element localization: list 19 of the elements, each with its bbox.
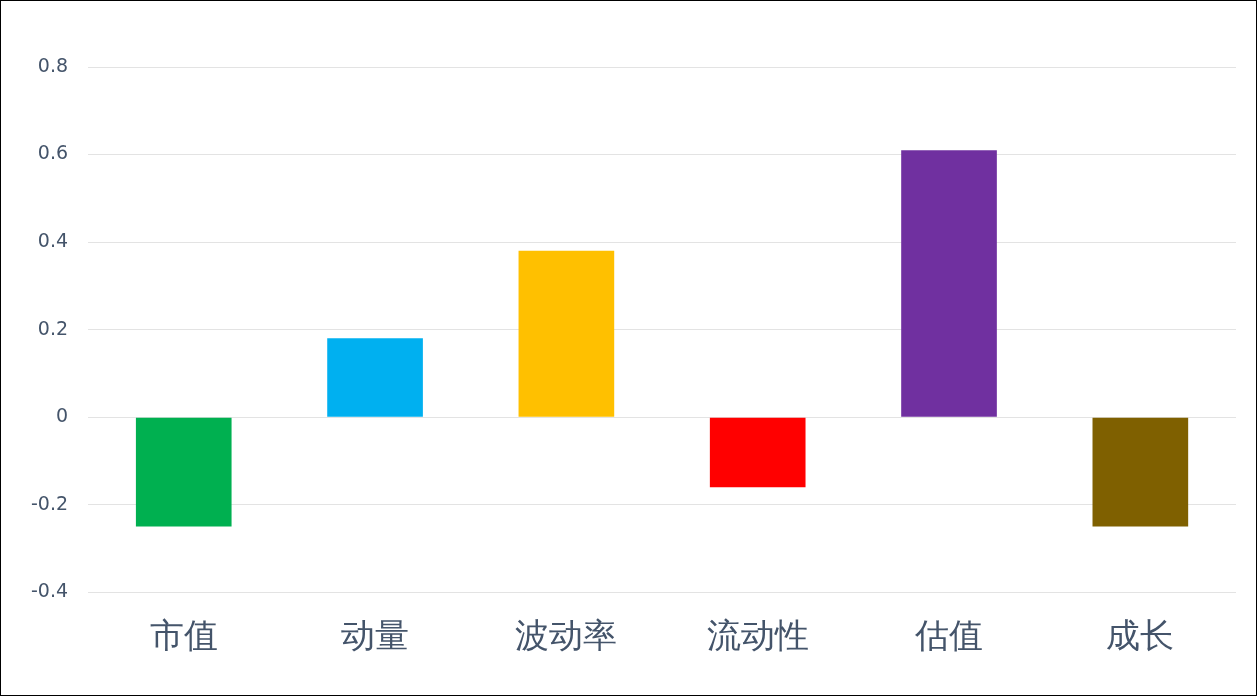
x-tick-label: 市值 [149,615,218,656]
bar [901,150,997,417]
y-tick-label: -0.2 [30,491,69,514]
x-tick-label: 流动性 [706,615,809,656]
x-tick-label: 成长 [1106,615,1175,656]
bar [709,417,806,488]
x-tick-label: 波动率 [515,615,618,656]
bar [135,417,232,527]
y-tick-label: -0.4 [30,579,69,602]
y-tick-label: 0.2 [37,316,69,339]
bar [1092,417,1189,527]
y-tick-label: 0 [55,404,69,427]
x-tick-label: 估值 [914,615,984,656]
x-tick-label: 动量 [341,615,410,656]
y-tick-label: 0.6 [37,141,69,164]
y-tick-label: 0.8 [37,53,69,76]
bar [327,338,423,417]
bar [518,250,615,417]
y-tick-label: 0.4 [37,229,69,251]
